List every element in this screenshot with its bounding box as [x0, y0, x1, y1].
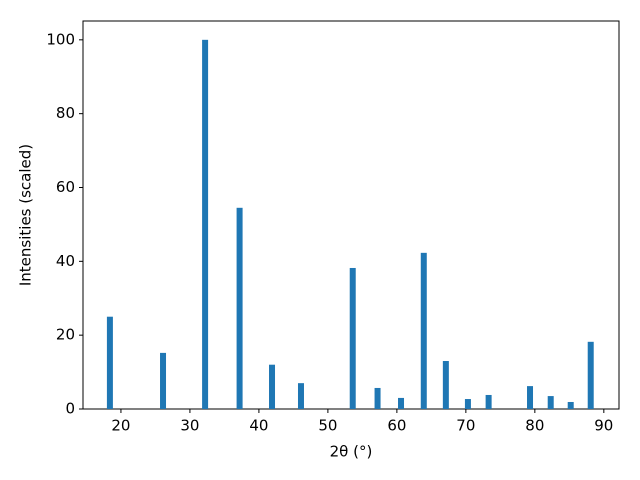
bar [547, 396, 554, 409]
y-tick-label: 40 [56, 252, 75, 270]
bar [349, 267, 356, 409]
bar [297, 383, 304, 409]
bar [587, 341, 594, 409]
bar [420, 252, 427, 409]
x-tick-label: 50 [318, 417, 337, 435]
bar [442, 361, 449, 409]
bar [269, 364, 276, 409]
x-tick-label: 70 [456, 417, 475, 435]
y-tick-label: 20 [56, 326, 75, 344]
x-tick-label: 20 [111, 417, 130, 435]
y-tick-label: 60 [56, 178, 75, 196]
bar [160, 352, 167, 409]
y-axis-label: Intensities (scaled) [17, 144, 35, 286]
x-tick-label: 40 [249, 417, 268, 435]
x-tick-label: 80 [525, 417, 544, 435]
bar [485, 394, 492, 409]
x-tick-label: 60 [387, 417, 406, 435]
bar [202, 39, 209, 409]
bar [464, 399, 471, 409]
y-tick-label: 100 [46, 30, 75, 48]
bar [527, 386, 534, 409]
x-tick-label: 30 [180, 417, 199, 435]
bar [236, 207, 243, 409]
bar [398, 397, 405, 409]
bar [374, 387, 381, 409]
x-tick-label: 90 [594, 417, 613, 435]
x-axis-label: 2θ (°) [330, 443, 373, 461]
y-tick-label: 80 [56, 104, 75, 122]
y-tick-label: 0 [65, 400, 75, 418]
bar [567, 401, 574, 409]
bar [106, 316, 113, 409]
